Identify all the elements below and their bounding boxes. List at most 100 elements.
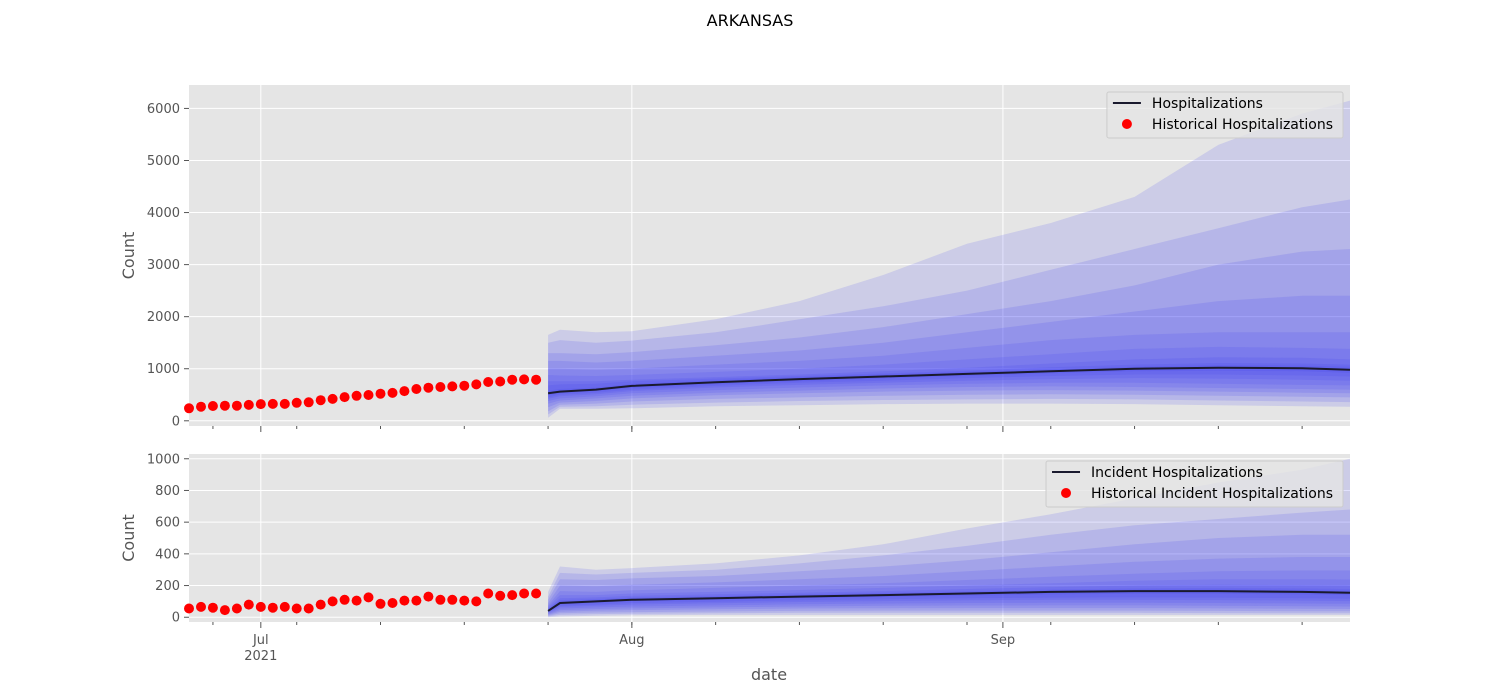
forecast-band — [548, 587, 1350, 612]
top-historical-points — [184, 374, 542, 414]
top-legend: Hospitalizations Historical Hospitalizat… — [1106, 91, 1344, 139]
historical-point — [387, 387, 398, 398]
historical-point — [243, 599, 254, 610]
top-legend-box — [1106, 91, 1344, 139]
x-tick-label: Sep — [991, 633, 1016, 648]
historical-point — [303, 397, 314, 408]
y-tick-label: 1000 — [147, 362, 180, 377]
historical-point — [411, 384, 422, 394]
historical-point — [207, 602, 218, 613]
y-tick-label: 800 — [155, 484, 180, 499]
forecast-band — [548, 100, 1350, 418]
historical-point — [207, 401, 218, 411]
historical-point — [375, 388, 386, 399]
historical-point — [291, 603, 302, 614]
top-legend-label-forecast: Hospitalizations — [1152, 96, 1263, 112]
forecast-band — [548, 509, 1350, 617]
historical-point — [327, 393, 338, 404]
historical-point — [184, 403, 194, 414]
historical-point — [315, 599, 326, 610]
top-forecast-bands — [548, 100, 1350, 418]
historical-point — [267, 602, 278, 613]
historical-point — [339, 392, 350, 403]
historical-point — [471, 596, 482, 607]
historical-point — [315, 395, 326, 406]
forecast-band — [548, 249, 1350, 412]
y-tick-label: 2000 — [147, 310, 180, 325]
y-tick-label: 0 — [172, 611, 180, 626]
bottom-historical-points — [184, 588, 542, 616]
x-tick-label: Aug — [619, 633, 644, 648]
y-tick-label: 4000 — [147, 206, 180, 221]
historical-point — [399, 595, 410, 606]
historical-point — [219, 400, 230, 411]
y-tick-label: 600 — [155, 516, 180, 531]
historical-point — [447, 594, 458, 605]
forecast-band — [548, 332, 1350, 404]
historical-point — [243, 399, 254, 410]
x-tick-year-label: 2021 — [244, 649, 277, 664]
bottom-legend-label-forecast: Incident Hospitalizations — [1091, 465, 1263, 481]
bottom-legend-box — [1045, 460, 1344, 508]
historical-point — [447, 381, 458, 392]
x-axis-label: date — [751, 665, 787, 684]
historical-point — [423, 382, 434, 393]
y-tick-label: 5000 — [147, 154, 180, 169]
bottom-y-axis-label: Count — [119, 514, 138, 562]
bottom-legend-label-historical: Historical Incident Hospitalizations — [1091, 486, 1333, 502]
historical-point — [507, 374, 518, 385]
historical-point — [519, 588, 530, 599]
x-tick-label: Jul — [252, 633, 269, 648]
historical-point — [231, 400, 242, 411]
bottom-legend: Incident Hospitalizations Historical Inc… — [1045, 460, 1344, 508]
top-legend-label-historical: Historical Hospitalizations — [1152, 117, 1333, 133]
historical-point — [483, 377, 494, 387]
top-y-axis: 0 1000 2000 3000 4000 5000 6000 — [147, 102, 189, 429]
historical-point — [459, 380, 470, 391]
y-tick-label: 400 — [155, 547, 180, 562]
historical-point — [363, 592, 374, 603]
forecast-band — [548, 295, 1350, 408]
historical-point — [184, 603, 194, 614]
historical-point — [267, 398, 278, 409]
historical-point — [423, 591, 434, 602]
historical-point — [363, 390, 374, 400]
historical-point — [471, 379, 482, 390]
forecast-band — [548, 570, 1350, 615]
y-tick-label: 1000 — [147, 452, 180, 467]
y-tick-label: 3000 — [147, 258, 180, 273]
forecast-band — [548, 363, 1350, 398]
historical-point — [387, 598, 398, 608]
historical-point — [255, 399, 266, 410]
bottom-legend-dot-swatch — [1061, 488, 1072, 498]
figure-title: ARKANSAS — [707, 11, 794, 30]
forecast-band — [548, 534, 1350, 616]
historical-point — [303, 603, 314, 614]
historical-point — [196, 401, 206, 412]
historical-point — [531, 374, 542, 385]
historical-point — [351, 595, 362, 606]
historical-point — [495, 376, 506, 387]
top-median-line — [547, 366, 1351, 395]
forecast-band — [548, 199, 1350, 415]
y-tick-label: 0 — [172, 414, 180, 429]
historical-point — [291, 397, 302, 408]
historical-point — [231, 603, 242, 614]
y-tick-label: 6000 — [147, 102, 180, 117]
historical-point — [459, 595, 470, 606]
historical-point — [483, 588, 494, 599]
top-chart-panel: 0 1000 2000 3000 4000 5000 6000 Count Hospital… — [119, 85, 1351, 432]
historical-point — [219, 605, 230, 616]
forecast-band — [548, 579, 1350, 614]
top-x-ticks — [212, 426, 1303, 432]
historical-point — [255, 601, 266, 612]
historical-point — [495, 590, 506, 601]
bottom-median-line — [547, 590, 1351, 612]
y-tick-label: 200 — [155, 579, 180, 594]
historical-point — [196, 601, 206, 612]
historical-point — [435, 594, 446, 605]
historical-point — [399, 386, 410, 397]
historical-point — [519, 374, 530, 385]
historical-point — [507, 590, 518, 601]
